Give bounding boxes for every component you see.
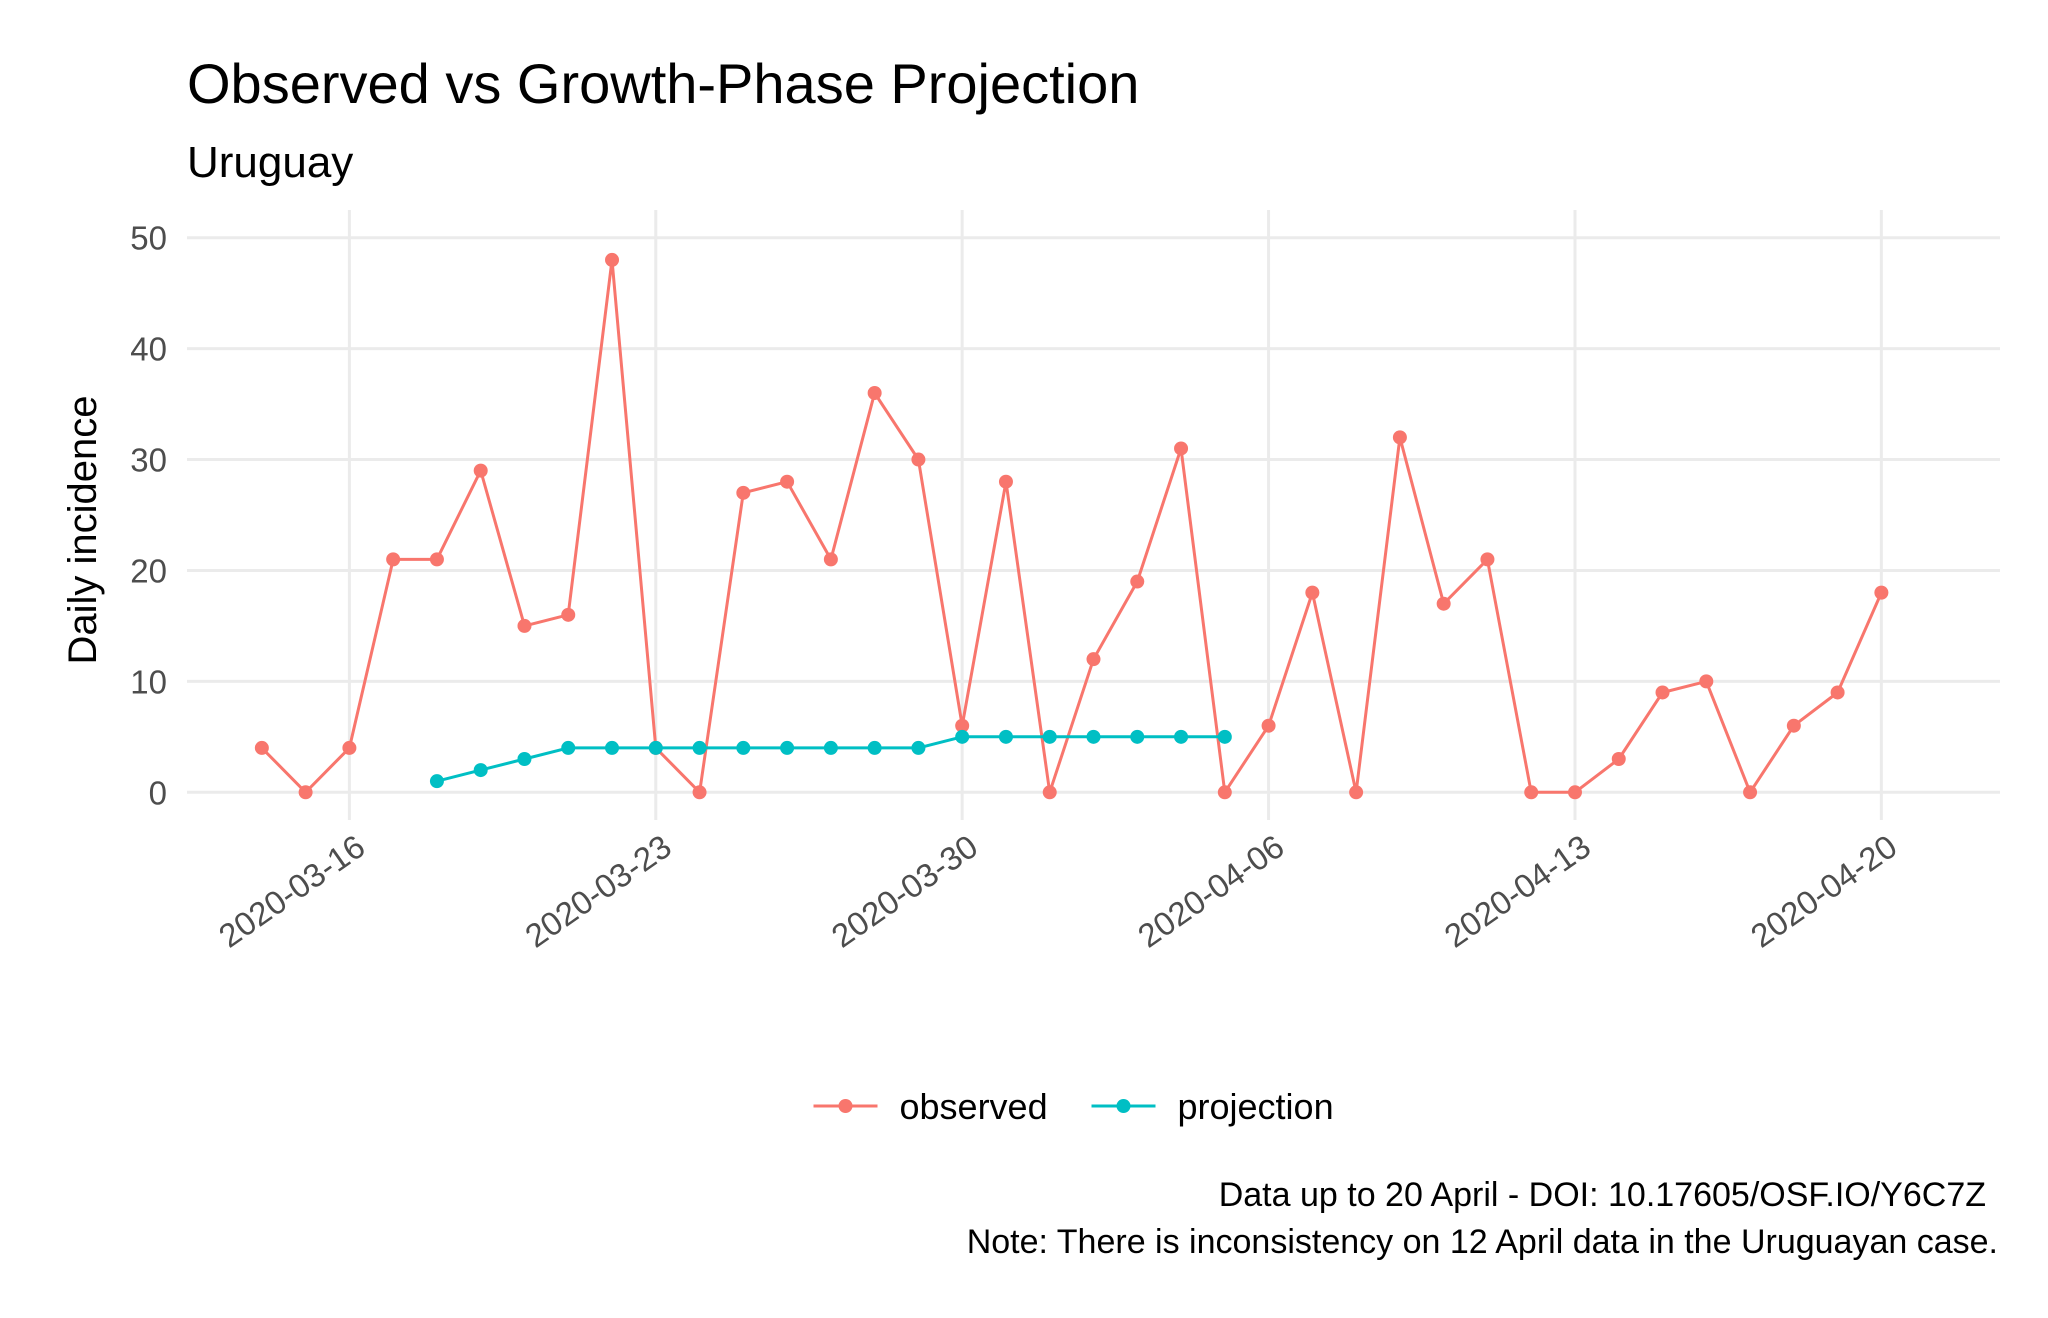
data-point-projection <box>692 740 707 755</box>
data-point-observed <box>605 252 620 267</box>
x-tick-label: 2020-03-30 <box>825 827 985 954</box>
data-point-projection <box>1130 729 1145 744</box>
data-point-observed <box>867 386 882 400</box>
x-tick-label: 2020-03-23 <box>518 827 678 954</box>
y-tick-label: 0 <box>149 774 167 811</box>
data-point-observed <box>517 618 532 633</box>
data-point-projection <box>473 763 488 778</box>
data-point-observed <box>1349 785 1364 800</box>
legend-key-point <box>1116 1099 1131 1113</box>
data-point-projection <box>517 752 532 766</box>
data-point-projection <box>955 729 970 744</box>
data-point-observed <box>386 552 401 567</box>
data-point-observed <box>998 474 1013 489</box>
chart-subtitle: Uruguay <box>187 138 353 187</box>
data-point-observed <box>736 485 751 500</box>
data-point-observed <box>955 718 970 733</box>
y-tick-label: 30 <box>130 442 167 479</box>
data-point-observed <box>1392 430 1407 445</box>
data-point-observed <box>1874 585 1889 600</box>
data-point-observed <box>1524 785 1539 800</box>
data-point-observed <box>342 740 357 755</box>
y-tick-label: 50 <box>130 220 167 257</box>
y-axis-ticks: 0 10 20 30 40 50 <box>130 220 167 812</box>
x-tick-label: 2020-03-16 <box>212 827 372 954</box>
legend-label: projection <box>1178 1086 1334 1127</box>
y-axis-title: Daily incidence <box>61 395 105 664</box>
data-point-projection <box>736 740 751 755</box>
y-tick-label: 20 <box>130 552 167 589</box>
data-point-observed <box>1480 552 1495 567</box>
data-point-observed <box>1567 785 1582 800</box>
chart-title: Observed vs Growth-Phase Projection <box>187 52 1139 115</box>
data-point-projection <box>605 740 620 755</box>
series-line-observed <box>260 258 1883 794</box>
y-tick-label: 40 <box>130 331 167 368</box>
data-point-projection <box>561 740 576 755</box>
data-point-projection <box>998 729 1013 744</box>
data-point-observed <box>1699 674 1714 689</box>
data-point-projection <box>780 740 795 755</box>
series-observed <box>254 252 1889 800</box>
data-point-observed <box>1086 652 1101 667</box>
caption-line-1: Data up to 20 April - DOI: 10.17605/OSF.… <box>1219 1176 1986 1214</box>
y-tick-label: 10 <box>130 663 167 700</box>
data-point-observed <box>1436 596 1451 611</box>
data-point-projection <box>1042 729 1057 744</box>
legend: observed projection <box>813 1086 1334 1127</box>
legend-item-projection: projection <box>1091 1086 1334 1127</box>
x-tick-label: 2020-04-13 <box>1437 827 1597 954</box>
data-point-observed <box>1217 785 1232 800</box>
data-point-observed <box>1786 718 1801 733</box>
x-tick-label: 2020-04-20 <box>1744 827 1904 954</box>
data-point-observed <box>911 452 926 467</box>
data-point-observed <box>1305 585 1320 600</box>
data-point-projection <box>1174 729 1189 744</box>
data-point-projection <box>1217 729 1232 744</box>
data-point-projection <box>823 740 838 755</box>
data-point-projection <box>867 740 882 755</box>
caption-line-2: Note: There is inconsistency on 12 April… <box>967 1223 1998 1261</box>
data-point-projection <box>648 740 663 755</box>
data-point-observed <box>1611 752 1626 766</box>
data-point-observed <box>780 474 795 489</box>
data-point-observed <box>1830 685 1845 700</box>
data-point-observed <box>254 740 269 755</box>
data-point-projection <box>1086 729 1101 744</box>
data-point-observed <box>823 552 838 567</box>
grid <box>187 210 2000 820</box>
series-layer <box>254 252 1889 800</box>
legend-item-observed: observed <box>813 1086 1048 1127</box>
legend-label: observed <box>900 1086 1048 1127</box>
series-projection <box>429 729 1232 789</box>
data-point-observed <box>1174 441 1189 456</box>
data-point-observed <box>1261 718 1276 733</box>
data-point-observed <box>1042 785 1057 800</box>
legend-key-point <box>838 1099 853 1113</box>
data-point-projection <box>429 774 444 789</box>
data-point-projection <box>911 740 926 755</box>
x-axis-ticks: 2020-03-16 2020-03-23 2020-03-30 2020-04-06… <box>212 827 1903 954</box>
x-tick-label: 2020-04-06 <box>1131 827 1291 954</box>
data-point-observed <box>561 607 576 622</box>
data-point-observed <box>298 785 313 800</box>
data-point-observed <box>473 463 488 478</box>
data-point-observed <box>1655 685 1670 700</box>
data-point-observed <box>692 785 707 800</box>
data-point-observed <box>1743 785 1758 800</box>
data-point-observed <box>429 552 444 567</box>
data-point-observed <box>1130 574 1145 589</box>
